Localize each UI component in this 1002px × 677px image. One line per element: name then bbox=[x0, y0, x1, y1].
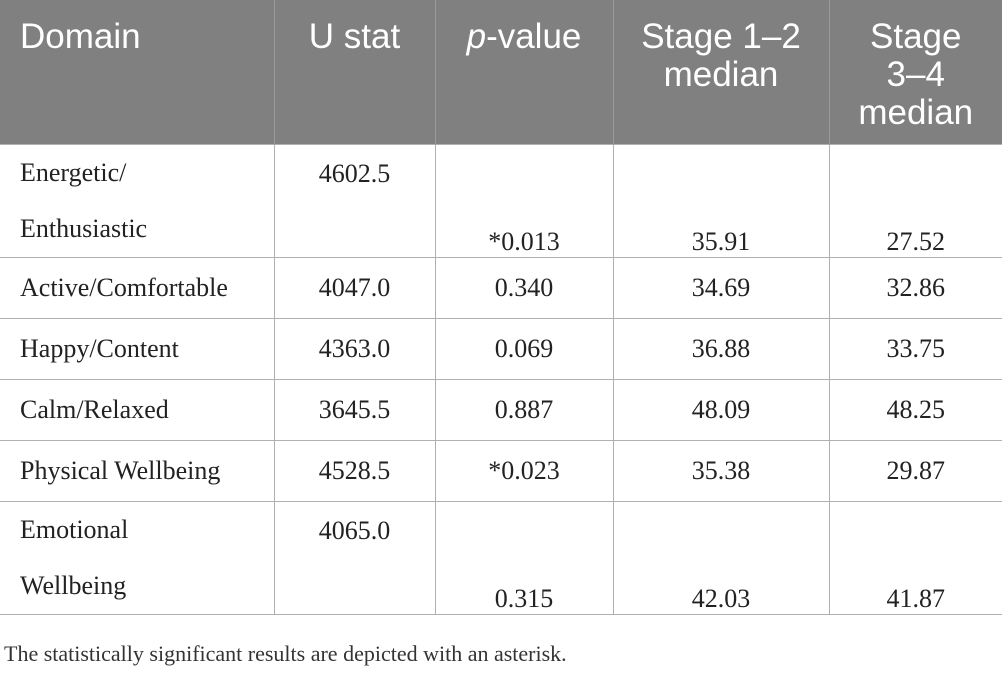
cell-ustat: 4065.0 bbox=[273, 501, 436, 615]
table-row: Emotional Wellbeing 4065.0 0.315 42.03 41… bbox=[0, 501, 1002, 615]
cell-stage34: 27.52 bbox=[828, 144, 1002, 258]
cell-stage12: 36.88 bbox=[612, 318, 830, 380]
cell-stage34: 41.87 bbox=[828, 501, 1002, 615]
cell-domain-line2: Wellbeing bbox=[20, 571, 127, 600]
cell-domain: Happy/Content bbox=[0, 318, 275, 380]
cell-stage12: 34.69 bbox=[612, 257, 830, 319]
header-stage34: Stage 3–4 median bbox=[828, 0, 1002, 145]
cell-stage34: 48.25 bbox=[828, 379, 1002, 441]
header-stage12-line2: median bbox=[663, 55, 779, 94]
cell-ustat: 4528.5 bbox=[273, 440, 436, 502]
cell-stage34: 29.87 bbox=[828, 440, 1002, 502]
cell-pvalue: 0.069 bbox=[434, 318, 614, 380]
cell-stage34: 32.86 bbox=[828, 257, 1002, 319]
cell-stage12: 42.03 bbox=[612, 501, 830, 615]
results-table: Domain U stat p-value Stage 1–2 median St… bbox=[0, 0, 1002, 615]
cell-ustat: 4602.5 bbox=[273, 144, 436, 258]
cell-domain-line1: Emotional bbox=[20, 515, 129, 544]
cell-domain: Calm/Relaxed bbox=[0, 379, 275, 441]
header-domain: Domain bbox=[0, 0, 274, 145]
header-pvalue: p-value bbox=[434, 0, 613, 145]
table-header: Domain U stat p-value Stage 1–2 median St… bbox=[0, 0, 1002, 145]
header-stage34-line2: 3–4 bbox=[886, 55, 945, 94]
cell-domain: Energetic/Enthusiastic bbox=[0, 144, 275, 258]
table-row: Calm/Relaxed 3645.5 0.887 48.09 48.25 bbox=[0, 379, 1002, 441]
cell-domain: Emotional Wellbeing bbox=[0, 501, 275, 615]
header-stage12: Stage 1–2 median bbox=[612, 0, 829, 145]
table-row: Energetic/Enthusiastic 4602.5 *0.013 35.… bbox=[0, 144, 1002, 258]
cell-domain-line1: Energetic/ bbox=[20, 158, 127, 187]
header-ustat: U stat bbox=[273, 0, 435, 145]
header-stage12-line1: Stage 1–2 bbox=[641, 17, 801, 56]
header-pvalue-italic: p bbox=[466, 17, 487, 56]
cell-domain-line2: Enthusiastic bbox=[20, 214, 148, 243]
cell-domain: Active/Comfortable bbox=[0, 257, 275, 319]
cell-ustat: 4047.0 bbox=[273, 257, 436, 319]
cell-stage12: 48.09 bbox=[612, 379, 830, 441]
cell-stage34: 33.75 bbox=[828, 318, 1002, 380]
cell-ustat: 4363.0 bbox=[273, 318, 436, 380]
cell-pvalue: *0.023 bbox=[434, 440, 614, 502]
table-row: Active/Comfortable 4047.0 0.340 34.69 32… bbox=[0, 257, 1002, 319]
cell-pvalue: *0.013 bbox=[434, 144, 614, 258]
header-domain-label: Domain bbox=[20, 17, 141, 56]
cell-ustat: 3645.5 bbox=[273, 379, 436, 441]
table-body: Energetic/Enthusiastic 4602.5 *0.013 35.… bbox=[0, 144, 1002, 615]
header-row: Domain U stat p-value Stage 1–2 median St… bbox=[0, 0, 1002, 145]
cell-pvalue: 0.340 bbox=[434, 257, 614, 319]
cell-pvalue: 0.887 bbox=[434, 379, 614, 441]
header-stage34-line3: median bbox=[858, 93, 974, 132]
cell-stage12: 35.91 bbox=[612, 144, 830, 258]
cell-pvalue: 0.315 bbox=[434, 501, 614, 615]
header-ustat-label: U stat bbox=[308, 17, 401, 56]
table-row: Happy/Content 4363.0 0.069 36.88 33.75 bbox=[0, 318, 1002, 380]
cell-stage12: 35.38 bbox=[612, 440, 830, 502]
cell-domain: Physical Wellbeing bbox=[0, 440, 275, 502]
table-row: Physical Wellbeing 4528.5 *0.023 35.38 2… bbox=[0, 440, 1002, 502]
header-pvalue-rest: -value bbox=[486, 17, 582, 56]
header-stage34-line1: Stage bbox=[870, 17, 962, 56]
table-footnote: The statistically significant results ar… bbox=[4, 641, 567, 666]
